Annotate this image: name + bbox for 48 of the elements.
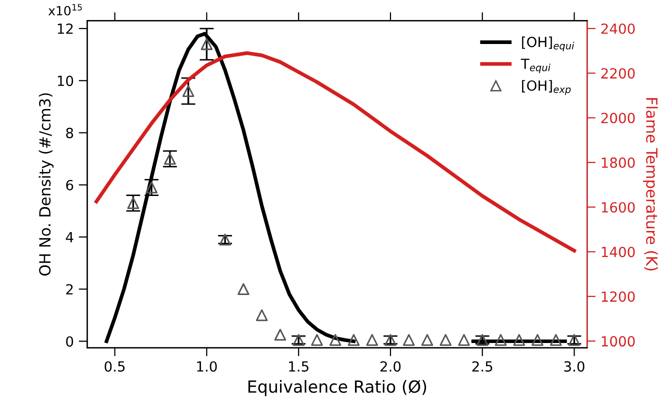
y-tick-label: 4 xyxy=(66,232,74,242)
y2-tick-label: 2200 xyxy=(601,68,635,79)
y-tick-label: 12 xyxy=(58,23,73,34)
x-axis-title: Equivalence Ratio (Ø) xyxy=(248,380,426,396)
point xyxy=(402,334,415,346)
x-tick-label: 2.0 xyxy=(380,361,401,372)
y-tick-label: 0 xyxy=(66,336,74,347)
point xyxy=(494,334,507,346)
x-tick-label: 1.5 xyxy=(289,361,308,372)
point xyxy=(127,197,140,210)
line-series xyxy=(94,51,576,252)
y2-tick-label: 1800 xyxy=(602,157,635,168)
y-tick-label: 8 xyxy=(66,128,74,138)
point xyxy=(440,334,452,346)
x-tick-label: 1.0 xyxy=(197,361,217,372)
point xyxy=(311,334,323,346)
y2-tick-label: 2400 xyxy=(601,23,635,34)
legend-label: T$_{equi}$ xyxy=(520,58,550,74)
point xyxy=(421,334,434,346)
y2-tick-label: 1600 xyxy=(602,202,635,213)
point xyxy=(182,85,194,97)
legend-label: [OH]$_{equi}$ xyxy=(522,36,574,52)
y2-tick-label: 1000 xyxy=(602,336,635,347)
x-tick-label: 0.5 xyxy=(104,361,125,372)
point xyxy=(256,309,268,322)
y-tick-label: 6 xyxy=(66,180,74,190)
point xyxy=(146,182,158,194)
y-tick-label: 2 xyxy=(66,284,73,294)
y2-tick-label: 1200 xyxy=(602,291,635,302)
x-tick-label: 3.0 xyxy=(564,361,584,372)
point xyxy=(513,334,526,346)
y2-axis-title: Flame Temperature (K) xyxy=(643,98,658,270)
legend-label: [OH]$_{exp}$ xyxy=(522,80,571,95)
point xyxy=(238,283,250,296)
y-axis-title: OH No. Density (#/cm3) xyxy=(38,93,54,276)
point xyxy=(348,334,360,346)
x-tick-label: 2.5 xyxy=(472,361,492,372)
point xyxy=(274,328,286,341)
y2-tick-label: 1400 xyxy=(602,246,635,258)
y2-tick-label: 2000 xyxy=(601,112,635,124)
point xyxy=(550,334,562,346)
point xyxy=(329,334,342,346)
y-tick-label: 10 xyxy=(58,76,74,86)
point xyxy=(458,334,470,346)
point xyxy=(532,334,544,346)
point xyxy=(366,334,378,346)
text: x10$^{15}$ xyxy=(48,4,82,16)
point xyxy=(200,38,213,50)
